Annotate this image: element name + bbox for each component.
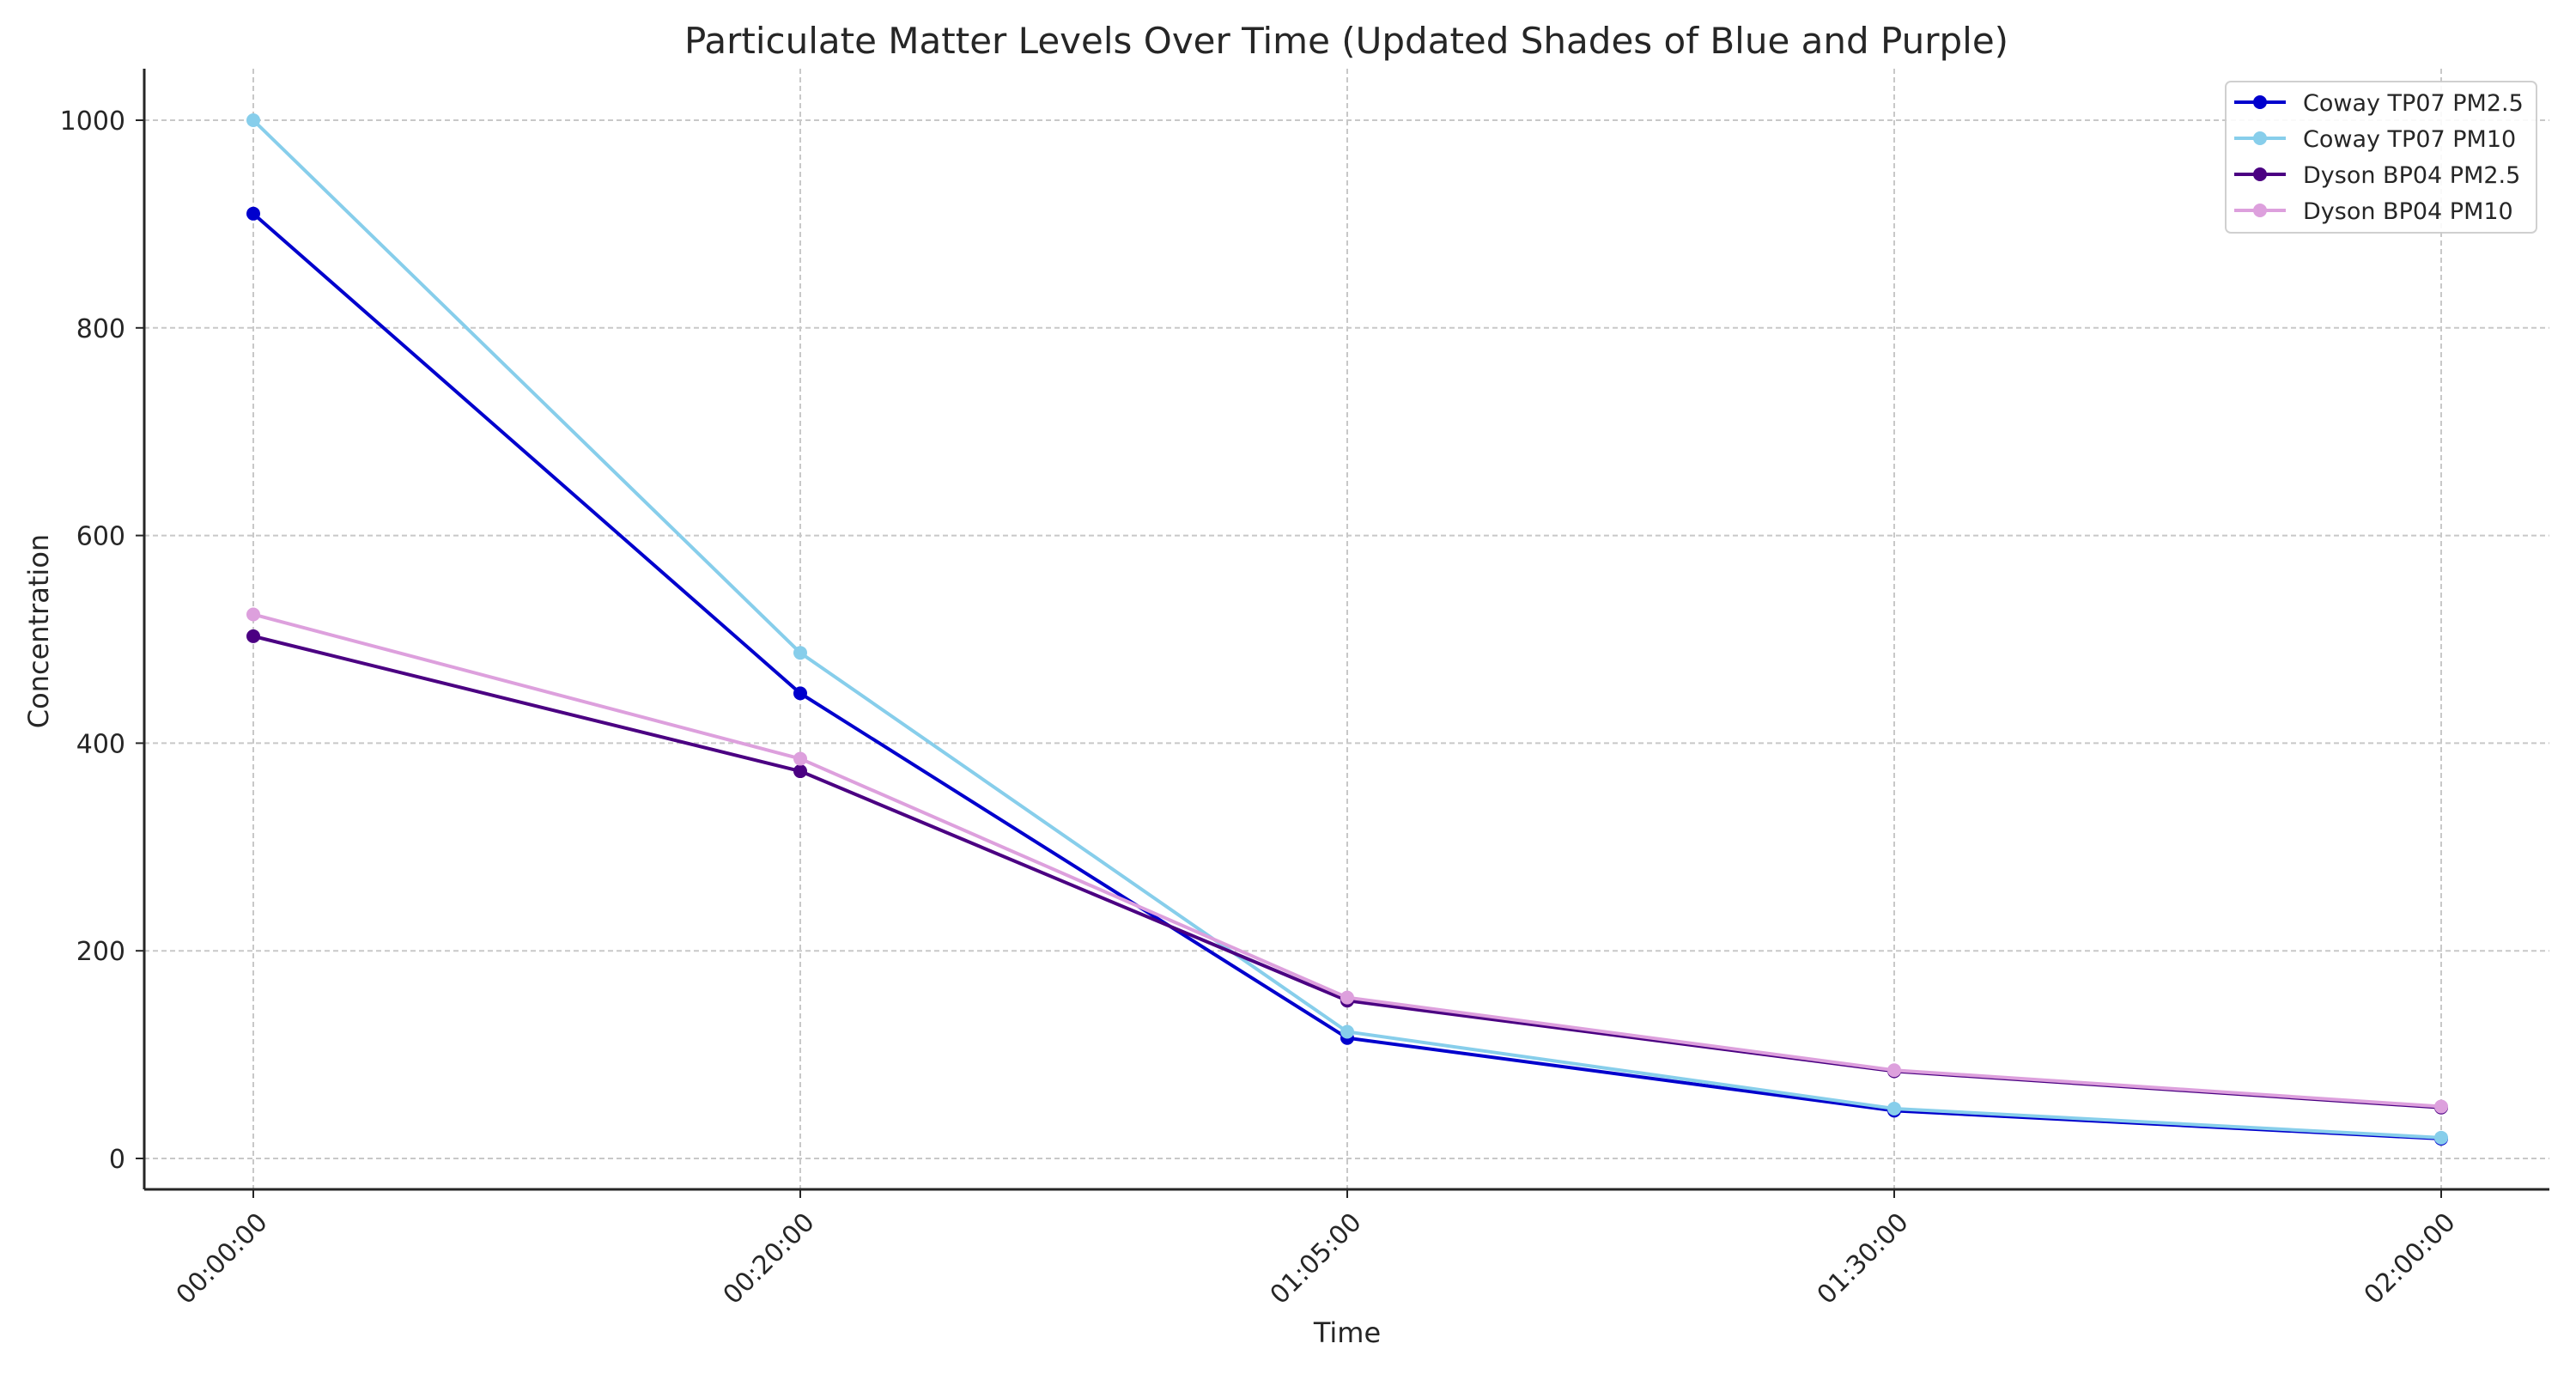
legend-marker (2253, 167, 2267, 181)
legend-label: Coway TP07 PM10 (2303, 126, 2516, 153)
data-point (2434, 1130, 2448, 1145)
legend-box (2225, 81, 2537, 234)
legend-label: Dyson BP04 PM2.5 (2303, 162, 2520, 189)
legend-marker (2253, 95, 2267, 109)
data-point (793, 764, 807, 779)
data-point (246, 607, 260, 622)
y-tick-label: 600 (76, 522, 125, 552)
data-point (246, 206, 260, 221)
x-tick-label: 01:30:00 (1812, 1207, 1915, 1310)
data-point (793, 646, 807, 660)
x-tick-label: 01:05:00 (1265, 1207, 1368, 1310)
legend-marker (2253, 204, 2267, 217)
chart-title: Particulate Matter Levels Over Time (Upd… (684, 20, 2008, 62)
legend-label: Coway TP07 PM2.5 (2303, 90, 2524, 117)
x-axis-label: Time (1313, 1316, 1381, 1349)
data-point (246, 629, 260, 643)
data-point (793, 751, 807, 766)
data-point (1340, 990, 1354, 1005)
y-tick-label: 0 (109, 1145, 125, 1175)
y-tick-label: 800 (76, 314, 125, 344)
y-tick-label: 200 (76, 937, 125, 967)
series-dyson-bp04-pm10 (246, 607, 2448, 1114)
data-point (2434, 1099, 2448, 1114)
data-point (1887, 1101, 1901, 1116)
data-point (793, 686, 807, 701)
y-tick-label: 400 (76, 729, 125, 759)
x-tick-label: 00:00:00 (171, 1207, 274, 1310)
legend-label: Dyson BP04 PM10 (2303, 198, 2513, 225)
grid (144, 69, 2549, 1189)
x-tick-label: 02:00:00 (2359, 1207, 2462, 1310)
data-point (246, 113, 260, 127)
data-point (1887, 1063, 1901, 1078)
legend: Coway TP07 PM2.5 Coway TP07 PM10 Dyson BP0… (2225, 81, 2537, 234)
y-tick-label: 1000 (60, 106, 125, 137)
y-axis-label: Concentration (22, 534, 55, 728)
x-tick-label: 00:20:00 (718, 1207, 821, 1310)
series-coway-tp07-pm10 (246, 113, 2448, 1145)
data-point (1340, 1024, 1354, 1039)
series-group (246, 113, 2448, 1146)
legend-marker (2253, 131, 2267, 145)
